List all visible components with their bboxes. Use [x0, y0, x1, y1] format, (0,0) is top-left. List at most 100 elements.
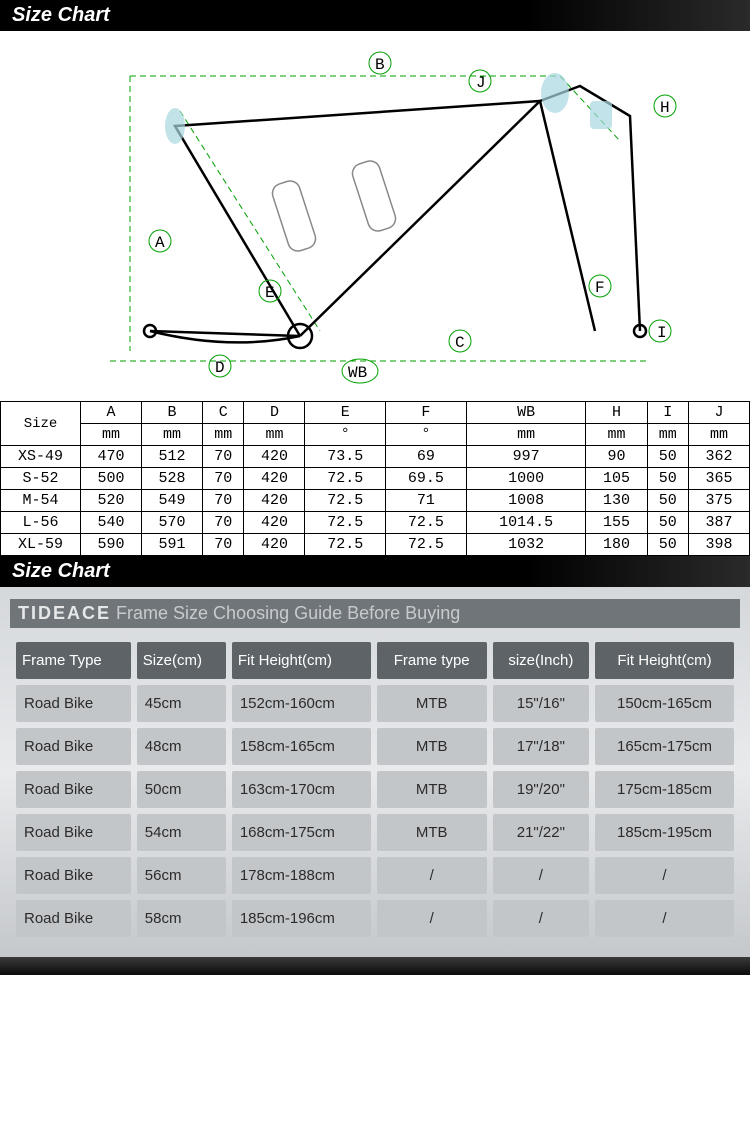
col-header: B	[142, 402, 203, 424]
size-cell: S-52	[1, 468, 81, 490]
col-unit: mm	[688, 424, 749, 446]
guide-cell: Road Bike	[16, 857, 131, 894]
guide-cell: 165cm-175cm	[595, 728, 734, 765]
guide-cell: 185cm-195cm	[595, 814, 734, 851]
section-header-2: Size Chart	[0, 556, 750, 587]
col-header: F	[386, 402, 467, 424]
size-cell: XL-59	[1, 534, 81, 556]
table-row: M-545205497042072.571100813050375	[1, 490, 750, 512]
value-cell: 50	[647, 446, 688, 468]
guide-col-header: size(Inch)	[493, 642, 589, 679]
guide-row: Road Bike45cm152cm-160cmMTB15"/16"150cm-…	[16, 685, 734, 722]
guide-row: Road Bike54cm168cm-175cmMTB21"/22"185cm-…	[16, 814, 734, 851]
guide-cell: 163cm-170cm	[232, 771, 371, 808]
value-cell: 72.5	[386, 534, 467, 556]
value-cell: 50	[647, 512, 688, 534]
value-cell: 591	[142, 534, 203, 556]
guide-cell: /	[377, 900, 487, 937]
value-cell: 512	[142, 446, 203, 468]
guide-row: Road Bike48cm158cm-165cmMTB17"/18"165cm-…	[16, 728, 734, 765]
svg-text:D: D	[215, 359, 225, 377]
value-cell: 69	[386, 446, 467, 468]
guide-cell: 150cm-165cm	[595, 685, 734, 722]
value-cell: 73.5	[305, 446, 386, 468]
value-cell: 362	[688, 446, 749, 468]
svg-text:J: J	[476, 74, 486, 92]
guide-cell: /	[595, 857, 734, 894]
guide-cell: 158cm-165cm	[232, 728, 371, 765]
guide-col-header: Frame type	[377, 642, 487, 679]
geometry-table: SizeABCDEFWBHIJ mmmmmmmm°°mmmmmmmm XS-49…	[0, 401, 750, 556]
guide-brand: TIDEACE	[18, 603, 111, 623]
value-cell: 420	[244, 512, 305, 534]
table-row: XS-494705127042073.5699979050362	[1, 446, 750, 468]
col-unit: mm	[647, 424, 688, 446]
table-row: L-565405707042072.572.51014.515550387	[1, 512, 750, 534]
guide-title: TIDEACE Frame Size Choosing Guide Before…	[10, 599, 740, 628]
col-header: D	[244, 402, 305, 424]
guide-row: Road Bike58cm185cm-196cm///	[16, 900, 734, 937]
value-cell: 70	[203, 468, 244, 490]
guide-cell: /	[493, 900, 589, 937]
guide-cell: /	[377, 857, 487, 894]
size-header: Size	[1, 402, 81, 446]
guide-cell: /	[493, 857, 589, 894]
value-cell: 180	[586, 534, 647, 556]
value-cell: 420	[244, 490, 305, 512]
svg-text:WB: WB	[348, 364, 367, 382]
guide-cell: 175cm-185cm	[595, 771, 734, 808]
guide-col-header: Fit Height(cm)	[232, 642, 371, 679]
col-header: H	[586, 402, 647, 424]
svg-text:F: F	[595, 279, 605, 297]
value-cell: 997	[466, 446, 586, 468]
guide-panel: TIDEACE Frame Size Choosing Guide Before…	[0, 587, 750, 957]
size-cell: XS-49	[1, 446, 81, 468]
value-cell: 375	[688, 490, 749, 512]
value-cell: 470	[81, 446, 142, 468]
value-cell: 130	[586, 490, 647, 512]
value-cell: 528	[142, 468, 203, 490]
section-header-1: Size Chart	[0, 0, 750, 31]
value-cell: 71	[386, 490, 467, 512]
value-cell: 72.5	[305, 468, 386, 490]
guide-cell: 15"/16"	[493, 685, 589, 722]
value-cell: 520	[81, 490, 142, 512]
guide-cell: MTB	[377, 685, 487, 722]
guide-cell: 17"/18"	[493, 728, 589, 765]
svg-text:H: H	[660, 99, 670, 117]
value-cell: 570	[142, 512, 203, 534]
col-unit: mm	[81, 424, 142, 446]
guide-cell: Road Bike	[16, 771, 131, 808]
value-cell: 155	[586, 512, 647, 534]
guide-cell: Road Bike	[16, 685, 131, 722]
svg-text:E: E	[265, 284, 275, 302]
guide-row: Road Bike50cm163cm-170cmMTB19"/20"175cm-…	[16, 771, 734, 808]
guide-subtitle: Frame Size Choosing Guide Before Buying	[116, 603, 460, 623]
value-cell: 70	[203, 490, 244, 512]
table-row: XL-595905917042072.572.5103218050398	[1, 534, 750, 556]
guide-cell: 50cm	[137, 771, 226, 808]
guide-cell: 185cm-196cm	[232, 900, 371, 937]
value-cell: 1014.5	[466, 512, 586, 534]
col-header: E	[305, 402, 386, 424]
value-cell: 72.5	[305, 490, 386, 512]
guide-cell: 178cm-188cm	[232, 857, 371, 894]
value-cell: 365	[688, 468, 749, 490]
value-cell: 72.5	[305, 512, 386, 534]
guide-col-header: Size(cm)	[137, 642, 226, 679]
guide-col-header: Frame Type	[16, 642, 131, 679]
guide-cell: MTB	[377, 814, 487, 851]
value-cell: 549	[142, 490, 203, 512]
col-unit: mm	[466, 424, 586, 446]
value-cell: 500	[81, 468, 142, 490]
value-cell: 105	[586, 468, 647, 490]
value-cell: 590	[81, 534, 142, 556]
frame-diagram: B J H A E F D C I WB	[0, 31, 750, 401]
col-unit: °	[305, 424, 386, 446]
col-unit: mm	[244, 424, 305, 446]
col-unit: mm	[203, 424, 244, 446]
guide-cell: 45cm	[137, 685, 226, 722]
col-unit: °	[386, 424, 467, 446]
col-header: C	[203, 402, 244, 424]
guide-cell: 19"/20"	[493, 771, 589, 808]
